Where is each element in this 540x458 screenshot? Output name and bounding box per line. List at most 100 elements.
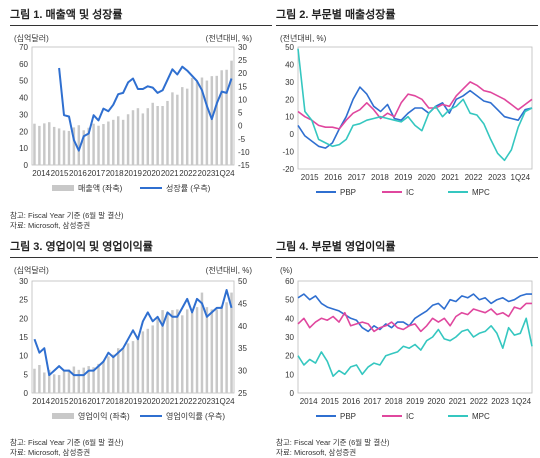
line-series-mpc bbox=[297, 317, 533, 377]
bar bbox=[215, 75, 218, 165]
y-tick-label: 20 bbox=[19, 314, 28, 323]
y2-tick-label: 5 bbox=[238, 109, 243, 118]
y-tick-label: 70 bbox=[19, 43, 28, 52]
bar bbox=[33, 123, 36, 165]
bar bbox=[72, 366, 76, 393]
y2-tick-label: 45 bbox=[238, 299, 247, 308]
bar bbox=[230, 60, 233, 166]
legend-label-pbp: PBP bbox=[340, 188, 356, 197]
y2-tick-label: 0 bbox=[238, 122, 243, 131]
panel-title: 그림 3. 영업이익 및 영업이익률 bbox=[10, 238, 272, 258]
y-tick-label: 0 bbox=[290, 130, 295, 139]
y2-tick-label: 15 bbox=[238, 82, 247, 91]
x-tick-label: 2015 bbox=[51, 397, 69, 406]
x-tick-label: 2015 bbox=[321, 397, 339, 406]
bar bbox=[52, 126, 56, 165]
note-basis: 참고: Fiscal Year 기준 (6월 말 결산) bbox=[10, 438, 124, 447]
bar bbox=[225, 302, 228, 393]
y-tick-label: 40 bbox=[19, 94, 28, 103]
bar bbox=[121, 119, 125, 165]
x-tick-label: 2017 bbox=[364, 397, 382, 406]
bar bbox=[195, 81, 199, 165]
bar bbox=[102, 360, 105, 393]
note-basis: 참고: Fiscal Year 기준 (6월 말 결산) bbox=[276, 438, 390, 447]
x-tick-label: 2023 bbox=[491, 397, 509, 406]
y-tick-label: 60 bbox=[19, 60, 28, 69]
x-tick-label: 2023 bbox=[198, 397, 216, 406]
legend-label-mpc: MPC bbox=[472, 412, 490, 421]
y2-tick-label: 20 bbox=[238, 69, 247, 78]
legend-label-line: 영업이익률 (우측) bbox=[166, 411, 225, 421]
revenue-growth-chart: (십억달러) (전년대비, %) 0 10 20 30 40 50 60 70 -15 -10 -5 0 5… bbox=[14, 33, 252, 193]
legend-label-ic: IC bbox=[406, 412, 414, 421]
bar bbox=[112, 119, 115, 165]
legend-label-pbp: PBP bbox=[340, 412, 356, 421]
panel-title: 그림 4. 부문별 영업이익률 bbox=[276, 238, 538, 258]
operating-income-chart: (십억달러) (전년대비, %) 0 5 10 15 20 25 30 25 30 35 40 45 50 2… bbox=[14, 265, 252, 421]
y-axis-unit-left: (십억달러) bbox=[14, 33, 49, 43]
bar bbox=[57, 375, 61, 393]
y2-tick-label: 25 bbox=[238, 56, 247, 65]
bar bbox=[82, 130, 85, 165]
line-series-ic bbox=[297, 302, 532, 333]
bar bbox=[146, 108, 150, 165]
x-tick-label: 2021 bbox=[161, 397, 179, 406]
bar bbox=[200, 292, 204, 393]
x-tick-label: 2023 bbox=[198, 169, 216, 178]
panel-revenue: 그림 1. 매출액 및 성장률 (십억달러) (전년대비, %) 0 10 20 30 40… bbox=[10, 6, 272, 230]
x-tick-label: 2022 bbox=[179, 397, 197, 406]
note-source: 자료: Microsoft, 삼성증권 bbox=[10, 448, 91, 457]
line-series bbox=[58, 65, 233, 152]
x-tick-label: 1Q24 bbox=[215, 169, 235, 178]
y2-tick-label: 30 bbox=[238, 43, 247, 52]
legend-label-line: 성장률 (우측) bbox=[166, 183, 211, 193]
y-tick-label: 40 bbox=[285, 60, 294, 69]
bar bbox=[112, 354, 115, 393]
line-series bbox=[33, 289, 233, 377]
y-axis-unit: (%) bbox=[280, 266, 293, 275]
bar bbox=[77, 125, 81, 165]
y-tick-label: 15 bbox=[19, 333, 28, 342]
bar bbox=[185, 309, 189, 393]
x-tick-label: 2016 bbox=[324, 173, 342, 182]
note-source: 자료: Microsoft, 삼성증권 bbox=[10, 221, 91, 230]
segment-growth-chart: (전년대비, %) -20 -10 0 10 20 30 40 50 2015 2016 2017 20… bbox=[280, 33, 533, 197]
y-tick-label: 0 bbox=[24, 389, 29, 398]
note-source: 자료: Microsoft, 삼성증권 bbox=[276, 448, 357, 457]
bar bbox=[116, 116, 120, 165]
bar bbox=[176, 94, 179, 165]
bar bbox=[62, 370, 66, 393]
y-tick-label: 30 bbox=[285, 78, 294, 87]
bar bbox=[161, 106, 164, 165]
y-tick-label: 0 bbox=[24, 161, 29, 170]
bar bbox=[62, 130, 66, 165]
line-series-pbp bbox=[297, 86, 533, 149]
x-tick-label: 2019 bbox=[394, 173, 412, 182]
y-tick-label: -20 bbox=[282, 165, 294, 174]
bar bbox=[131, 110, 135, 165]
line-series-mpc bbox=[297, 48, 533, 162]
y-tick-label: 30 bbox=[19, 277, 28, 286]
y-tick-label: 10 bbox=[19, 352, 28, 361]
x-tick-label: 1Q24 bbox=[512, 397, 532, 406]
x-tick-label: 2017 bbox=[348, 173, 366, 182]
panel-title: 그림 1. 매출액 및 성장률 bbox=[10, 6, 272, 26]
bar bbox=[126, 343, 130, 393]
bar bbox=[205, 80, 209, 165]
notes: 참고: Fiscal Year 기준 (6월 말 결산) 자료: Microso… bbox=[276, 438, 390, 458]
legend-swatch-bars bbox=[52, 185, 74, 191]
notes: 참고: Fiscal Year 기준 (6월 말 결산) 자료: Microso… bbox=[10, 438, 124, 458]
y-tick-label: 0 bbox=[290, 389, 295, 398]
bar bbox=[141, 331, 145, 393]
bar bbox=[205, 307, 209, 393]
x-tick-label: 2020 bbox=[142, 397, 160, 406]
y-tick-label: 50 bbox=[285, 43, 294, 52]
panel-segment-margin: 그림 4. 부문별 영업이익률 (%) 0 10 20 30 40 50 60 2014 2015… bbox=[276, 238, 538, 458]
bar bbox=[166, 312, 169, 393]
y-tick-label: 50 bbox=[285, 296, 294, 305]
x-tick-label: 2018 bbox=[385, 397, 403, 406]
x-tick-label: 2017 bbox=[87, 169, 105, 178]
bar bbox=[210, 76, 214, 165]
bar bbox=[190, 77, 194, 165]
bar bbox=[72, 127, 76, 165]
